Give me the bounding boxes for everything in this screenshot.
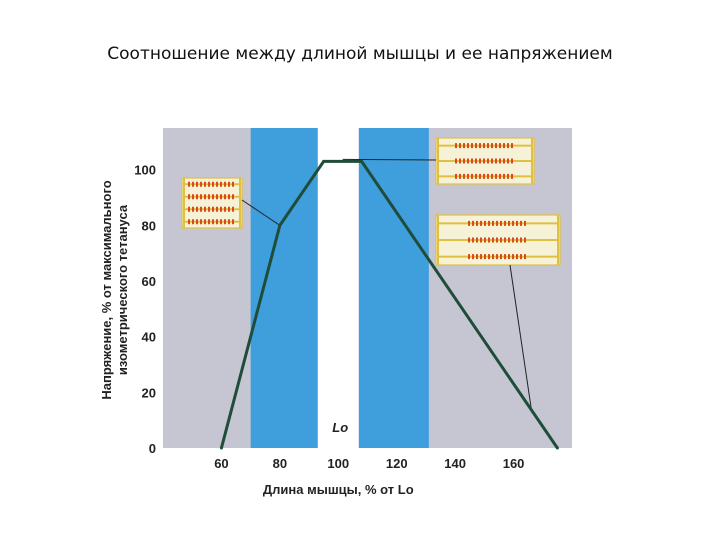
y-tick-label: 100 — [134, 163, 156, 178]
data-point — [322, 159, 326, 163]
y-tick-label: 40 — [142, 330, 156, 345]
shaded-bands — [250, 128, 429, 448]
shaded-band-2 — [358, 128, 429, 448]
y-tick-label: 80 — [142, 218, 156, 233]
lo-marker-label: Lo — [332, 420, 348, 435]
slide-title: Соотношение между длиной мышцы и ее напр… — [107, 44, 613, 64]
x-tick-label: 100 — [327, 456, 349, 471]
y-axis-title-line2: изометрического тетануса — [115, 204, 130, 375]
series-layer — [219, 159, 559, 450]
data-point — [360, 159, 364, 163]
x-tick-label: 120 — [386, 456, 408, 471]
x-tick-label: 60 — [214, 456, 228, 471]
y-tick-label: 0 — [149, 441, 156, 456]
y-tick-labels: 0 20 40 60 80 100 — [134, 163, 156, 456]
x-tick-label: 140 — [444, 456, 466, 471]
sarcomere-inset-optimal — [435, 137, 535, 185]
leader-line-optimal — [342, 158, 437, 161]
leader-line-stretched — [509, 264, 532, 411]
lo-center-band — [317, 128, 359, 448]
y-tick-label: 20 — [142, 385, 156, 400]
y-axis-title-line1: Напряжение, % от максимального — [99, 180, 114, 399]
x-tick-label: 160 — [503, 456, 525, 471]
x-tick-labels: 60 80 100 120 140 160 — [214, 456, 524, 471]
leader-line-short — [241, 199, 281, 226]
shaded-band-1 — [250, 128, 318, 448]
data-point — [219, 446, 223, 450]
sarcomere-inset-stretched — [435, 214, 561, 266]
data-point — [278, 223, 282, 227]
y-tick-label: 60 — [142, 274, 156, 289]
data-point — [555, 446, 559, 450]
sarcomere-inset-short — [181, 177, 243, 229]
x-tick-label: 80 — [273, 456, 287, 471]
inset-leader-lines — [241, 158, 532, 411]
x-axis-title: Длина мышцы, % от Lo — [263, 482, 414, 497]
sarcomere-insets — [181, 137, 561, 266]
